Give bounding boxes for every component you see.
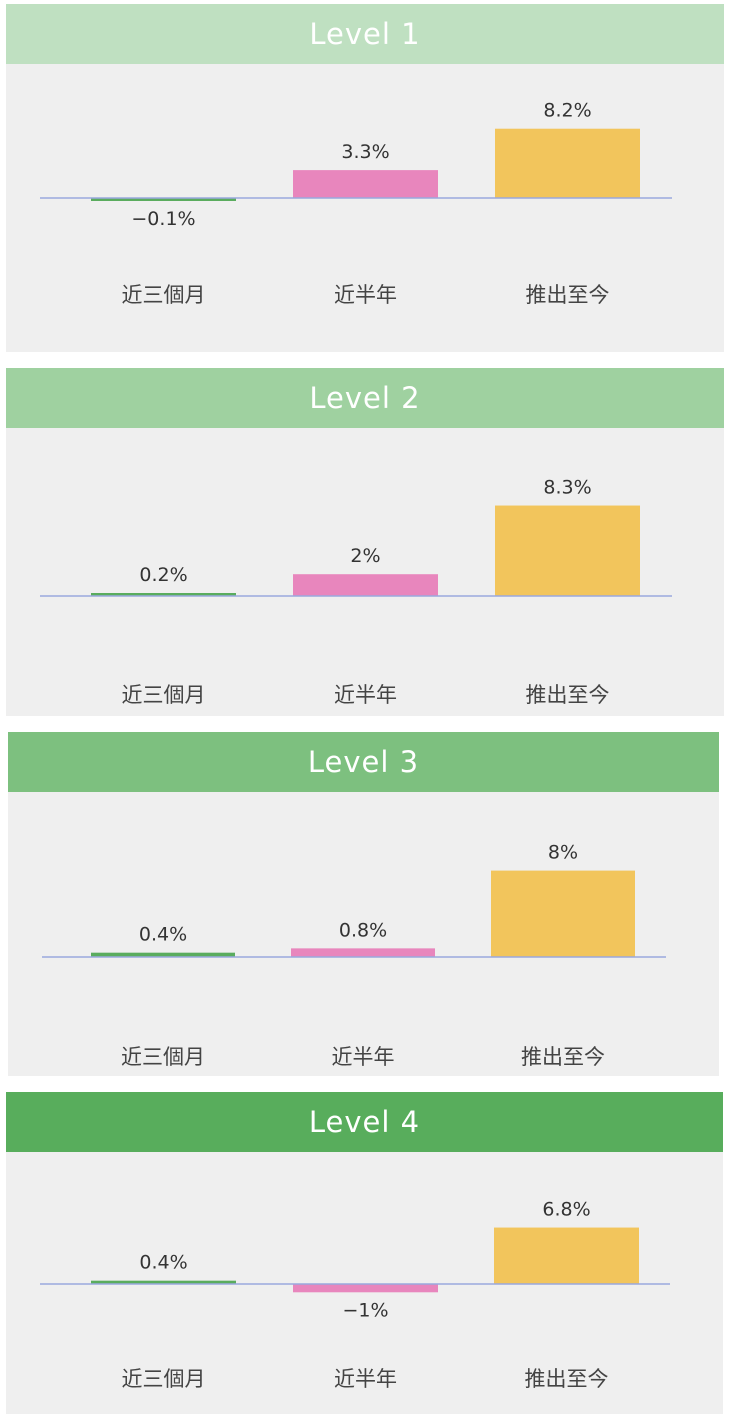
chart-panel-level-2: Level 2 0.2% 近三個月 2% 近半年 8.3% 推出至今	[6, 368, 724, 716]
data-label: 8.2%	[543, 100, 591, 122]
bar	[291, 948, 435, 957]
bar-chart: 0.4% 近三個月 0.8% 近半年 8% 推出至今	[42, 842, 666, 1069]
bar	[91, 198, 236, 201]
data-label: 8%	[548, 842, 578, 864]
category-label: 推出至今	[526, 683, 610, 707]
data-label: 0.2%	[139, 564, 187, 586]
bar-chart: −0.1% 近三個月 3.3% 近半年 8.2% 推出至今	[40, 100, 672, 307]
category-label: 推出至今	[521, 1045, 605, 1069]
category-label: 近半年	[332, 1045, 395, 1069]
data-label: −0.1%	[131, 208, 195, 230]
panel-title: Level 3	[8, 732, 719, 792]
panel-title: Level 2	[6, 368, 724, 428]
bar	[91, 1280, 236, 1284]
chart-panel-level-1: Level 1 −0.1% 近三個月 3.3% 近半年 8.2% 推出至今	[6, 4, 724, 352]
category-label: 近三個月	[122, 683, 206, 707]
category-label: 近三個月	[122, 283, 206, 307]
data-label: 0.4%	[139, 1252, 187, 1274]
category-label: 推出至今	[526, 283, 610, 307]
data-label: 3.3%	[341, 141, 389, 163]
bar	[293, 170, 438, 198]
bar	[293, 1284, 438, 1293]
category-label: 近三個月	[121, 1045, 205, 1069]
bar	[495, 128, 640, 198]
data-label: 6.8%	[542, 1199, 590, 1221]
data-label: 0.4%	[139, 924, 187, 946]
panel-title: Level 4	[6, 1092, 723, 1152]
bar-chart: 0.2% 近三個月 2% 近半年 8.3% 推出至今	[40, 477, 672, 707]
bar	[293, 574, 438, 596]
category-label: 近三個月	[122, 1367, 206, 1391]
category-label: 近半年	[334, 1367, 397, 1391]
chart-panel-level-3: Level 3 0.4% 近三個月 0.8% 近半年 8% 推出至今	[8, 732, 719, 1076]
bar-chart: 0.4% 近三個月 −1% 近半年 6.8% 推出至今	[40, 1199, 670, 1391]
bar	[494, 1227, 639, 1284]
bar	[491, 870, 635, 957]
bar	[91, 593, 236, 596]
data-label: 2%	[350, 545, 380, 567]
bar	[91, 952, 235, 957]
category-label: 近半年	[334, 683, 397, 707]
data-label: −1%	[342, 1299, 388, 1321]
bar	[495, 505, 640, 596]
data-label: 8.3%	[543, 477, 591, 499]
category-label: 推出至今	[525, 1367, 609, 1391]
chart-panel-level-4: Level 4 0.4% 近三個月 −1% 近半年 6.8% 推出至今	[6, 1092, 723, 1414]
data-label: 0.8%	[339, 919, 387, 941]
category-label: 近半年	[334, 283, 397, 307]
panel-title: Level 1	[6, 4, 724, 64]
